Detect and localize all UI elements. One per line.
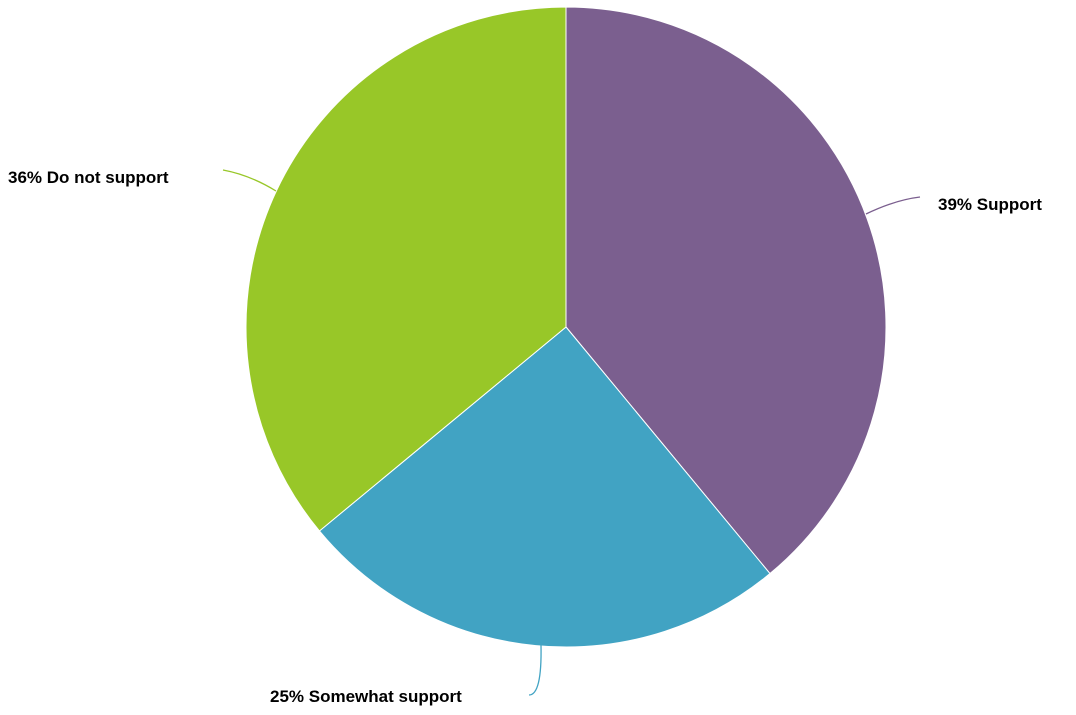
pie-slice-do-not-support <box>245 6 567 532</box>
data-label-somewhat-support: 25% Somewhat support <box>270 687 462 706</box>
pie-slice-support <box>565 6 887 575</box>
leader-line-somewhat-support <box>528 644 542 696</box>
leader-line-do-not-support <box>222 169 277 192</box>
data-label-support: 39% Support <box>938 195 1042 214</box>
leader-line-support <box>865 196 921 215</box>
pie-slice-somewhat-support <box>318 326 771 648</box>
pie-slices <box>245 6 887 648</box>
data-label-do-not-support: 36% Do not support <box>8 168 169 187</box>
